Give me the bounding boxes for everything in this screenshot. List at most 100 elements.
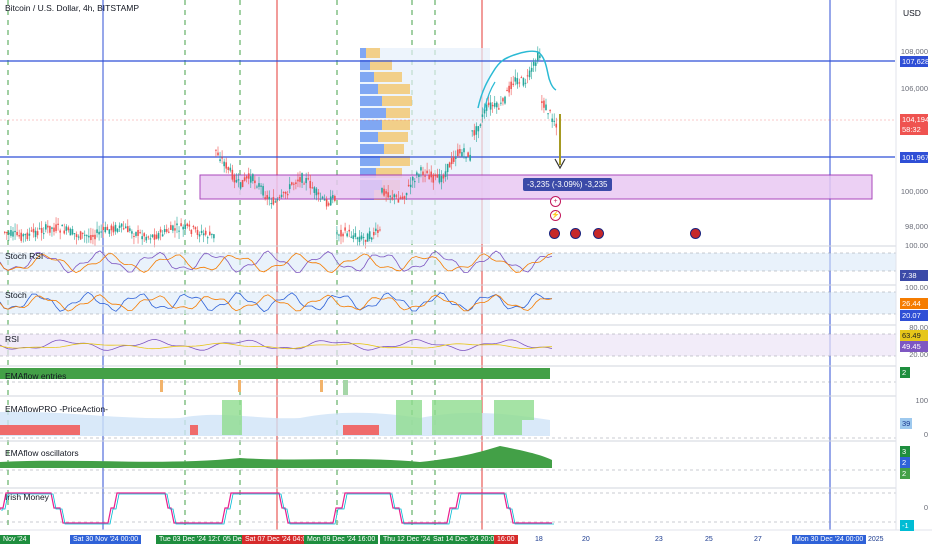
candle-body <box>149 238 152 240</box>
pane-title-irish-money[interactable]: Irish Money <box>5 492 49 502</box>
candle-body <box>510 81 512 90</box>
price-tick: 98,000 <box>905 222 928 231</box>
pane-title-stoch[interactable]: Stoch <box>5 290 27 300</box>
candle-body <box>96 229 98 234</box>
candle-body <box>405 192 408 196</box>
pane-title-emaflow-entries[interactable]: EMAflow entries <box>5 371 67 381</box>
candle-countdown-badge: 58:32 <box>900 124 928 135</box>
volume-profile-bar <box>380 156 410 166</box>
candle-body <box>309 180 312 189</box>
candle-body <box>51 227 53 229</box>
time-label[interactable]: 27 <box>754 536 762 543</box>
candle-body <box>473 130 476 136</box>
candle-body <box>498 108 500 110</box>
currency-label[interactable]: USD <box>903 8 921 18</box>
pane-title-emaflow-oscillators[interactable]: EMAflow oscillators <box>5 448 79 458</box>
candle-body <box>381 187 383 193</box>
candle-body <box>135 232 137 236</box>
volume-profile-bar <box>360 84 378 94</box>
measure-label[interactable]: -3,235 (-3.09%) -3,235 <box>523 178 612 191</box>
stoch-value-k: 26.44 <box>900 298 928 309</box>
candle-body <box>124 226 127 229</box>
emaflow-osc-value-c: 2 <box>900 468 910 479</box>
volume-profile-bar <box>360 120 382 130</box>
candle-body <box>467 152 469 157</box>
time-label[interactable]: Nov '24 <box>0 535 30 544</box>
volume-profile-bar <box>384 144 404 154</box>
lightning-icon[interactable]: ⚡ <box>550 210 561 221</box>
candle-body <box>440 175 443 183</box>
candle-body <box>4 231 6 233</box>
pane-title-rsi[interactable]: RSI <box>5 334 20 344</box>
emaflowpro-bull-block <box>222 400 242 435</box>
candle-body <box>555 123 558 128</box>
candle-body <box>450 158 453 165</box>
candle-body <box>399 197 402 199</box>
time-label[interactable]: 23 <box>655 536 663 543</box>
lightning-icon[interactable]: + <box>550 196 561 207</box>
candle-body <box>194 227 197 230</box>
time-label[interactable]: Sat 30 Nov '24 00:00 <box>70 535 142 544</box>
candle-body <box>235 179 238 183</box>
candle-body <box>305 178 307 184</box>
candle-body <box>161 234 164 237</box>
time-label[interactable]: 25 <box>705 536 713 543</box>
candle-body <box>133 236 135 238</box>
us-flag-icon[interactable] <box>570 228 581 239</box>
candle-body <box>430 171 432 178</box>
time-label[interactable]: 2025 <box>868 536 884 543</box>
candle-body <box>364 239 367 242</box>
candle-body <box>36 231 39 236</box>
time-label[interactable]: Thu 12 Dec '24 <box>380 535 434 544</box>
candle-body <box>274 201 277 203</box>
irish-money-value: -1 <box>900 520 914 531</box>
candle-body <box>59 230 61 233</box>
price-tick: 106,000 <box>900 84 928 93</box>
oscillator-lines <box>0 250 554 525</box>
candle-body <box>483 109 486 114</box>
pane-title-emaflowpro[interactable]: EMAflowPRO -PriceAction- <box>5 404 108 414</box>
candle-body <box>469 154 471 161</box>
candle-body <box>311 187 314 189</box>
candle-body <box>178 230 180 232</box>
candle-body <box>225 162 227 169</box>
candle-body <box>379 229 381 231</box>
volume-profile-bar <box>360 96 382 106</box>
us-flag-icon[interactable] <box>593 228 604 239</box>
pane-title-stoch-rsi[interactable]: Stoch RSI <box>5 251 44 261</box>
time-label[interactable]: 18 <box>535 536 543 543</box>
candle-body <box>28 233 31 236</box>
candle-body <box>221 157 223 159</box>
candle-body <box>143 233 145 237</box>
candle-body <box>114 224 117 232</box>
candle-body <box>424 175 426 177</box>
volume-profile-bars <box>360 48 412 200</box>
time-label[interactable]: 20 <box>582 536 590 543</box>
time-label[interactable]: Tue 03 Dec '24 12:00 <box>156 535 229 544</box>
candle-body <box>524 82 527 84</box>
us-flag-icon[interactable] <box>690 228 701 239</box>
time-label[interactable]: Sat 14 Dec '24 20:00 <box>430 535 502 544</box>
time-label[interactable]: Mon 30 Dec '24 00:00 <box>792 535 867 544</box>
candle-body <box>186 223 189 226</box>
candle-body <box>65 226 68 231</box>
candle-body <box>358 236 361 242</box>
us-flag-icon[interactable] <box>549 228 560 239</box>
symbol-title[interactable]: Bitcoin / U.S. Dollar, 4h, BITSTAMP <box>5 3 139 13</box>
time-label[interactable]: Sat 07 Dec '24 04:00 <box>242 535 314 544</box>
time-label[interactable]: 05 Dec <box>220 535 249 544</box>
candle-body <box>127 226 129 233</box>
volume-profile-bar <box>378 132 408 142</box>
candle-body <box>170 225 172 230</box>
candle-body <box>159 229 162 233</box>
candle-body <box>368 231 371 239</box>
candle-body <box>190 229 193 235</box>
candle-body <box>317 192 320 195</box>
time-label[interactable]: Mon 09 Dec '24 16:00 <box>304 535 379 544</box>
candle-body <box>539 55 541 58</box>
time-label[interactable]: 16:00 <box>494 535 518 544</box>
price-tick: 100,000 <box>900 187 928 196</box>
candle-body <box>336 232 338 234</box>
candle-body <box>243 177 246 181</box>
